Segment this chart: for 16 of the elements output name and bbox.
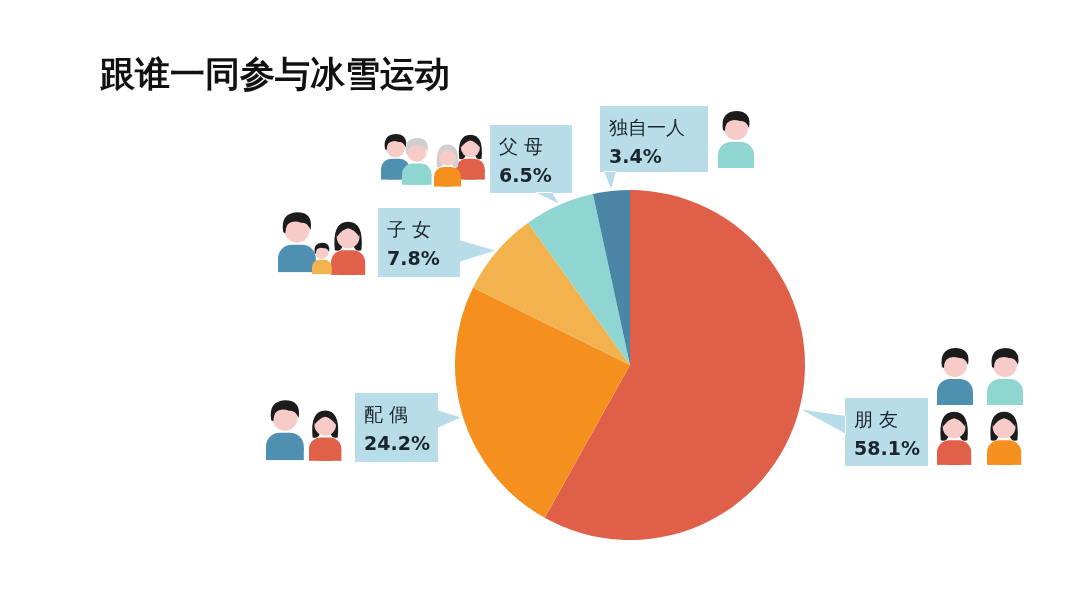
data-label: 24.2% (364, 432, 430, 454)
data-label: 6.5% (499, 164, 552, 186)
slice-label: 朋 友 (854, 408, 899, 430)
pie-slice (592, 190, 630, 365)
chart-title: 跟谁一同参与冰雪运动 (99, 54, 450, 94)
data-label: 58.1% (854, 437, 920, 459)
slice-label: 独自一人 (609, 116, 685, 138)
data-label: 7.8% (387, 247, 440, 269)
slice-label: 父 母 (499, 135, 544, 157)
slice-label: 配 偶 (364, 403, 409, 425)
pie-slice (455, 287, 630, 518)
data-label: 3.4% (609, 145, 662, 167)
pie-slice (528, 193, 630, 365)
slice-label: 子 女 (387, 218, 432, 240)
pie-slice (544, 190, 805, 540)
pie-slice (473, 222, 630, 365)
